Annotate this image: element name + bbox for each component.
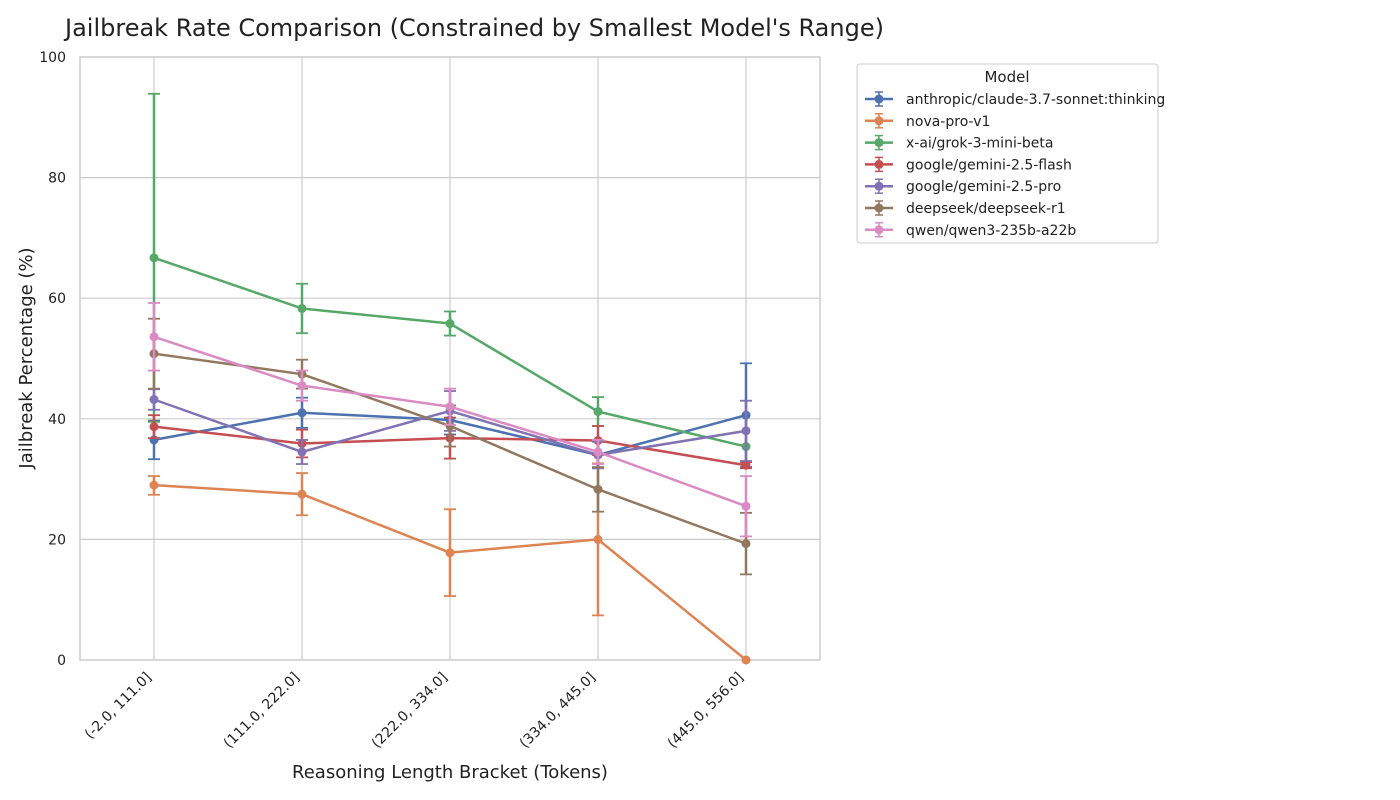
- data-point: [741, 539, 751, 549]
- chart-title: Jailbreak Rate Comparison (Constrained b…: [63, 14, 884, 42]
- legend-marker: [874, 159, 884, 169]
- y-tick-label: 80: [48, 171, 66, 187]
- data-point: [445, 421, 455, 431]
- series-6: [148, 302, 752, 538]
- y-tick-label: 20: [48, 532, 66, 548]
- legend-item: nova-pro-v1: [865, 113, 990, 130]
- legend-item: qwen/qwen3-235b-a22b: [865, 222, 1076, 239]
- data-point: [149, 332, 159, 342]
- legend-item: google/gemini-2.5-pro: [865, 178, 1061, 195]
- y-tick-label: 0: [57, 653, 66, 669]
- y-tick-label: 100: [39, 50, 66, 66]
- data-point: [445, 319, 455, 329]
- data-point: [593, 534, 603, 544]
- y-tick-label: 60: [48, 291, 66, 307]
- legend-label: deepseek/deepseek-r1: [906, 201, 1066, 217]
- legend-marker: [874, 94, 884, 104]
- data-point: [297, 489, 307, 499]
- x-axis-label: Reasoning Length Bracket (Tokens): [292, 762, 608, 783]
- y-tick-label: 40: [48, 412, 66, 428]
- legend-marker: [874, 203, 884, 213]
- data-point: [593, 484, 603, 494]
- x-tick-label: (111.0, 222.0]: [221, 670, 303, 752]
- legend-marker: [874, 225, 884, 235]
- legend-item: anthropic/claude-3.7-sonnet:thinking: [865, 91, 1165, 108]
- legend-marker: [874, 181, 884, 191]
- x-tick-label: (445.0, 556.0]: [665, 670, 747, 752]
- data-point: [741, 501, 751, 511]
- legend-item: google/gemini-2.5-flash: [865, 156, 1072, 173]
- data-point: [297, 447, 307, 457]
- data-point: [445, 402, 455, 412]
- data-point: [741, 426, 751, 436]
- y-axis-ticks: 0 20 40 60 80 100: [39, 50, 66, 669]
- legend-label: google/gemini-2.5-pro: [906, 179, 1061, 195]
- data-point: [593, 407, 603, 417]
- data-point: [741, 655, 751, 665]
- data-point: [741, 460, 751, 470]
- data-point: [149, 253, 159, 263]
- legend-item: x-ai/grok-3-mini-beta: [865, 134, 1053, 152]
- x-tick-label: (-2.0, 111.0]: [82, 670, 155, 743]
- x-axis-ticks: (-2.0, 111.0] (111.0, 222.0] (222.0, 334.0…: [82, 670, 747, 752]
- data-point: [149, 395, 159, 405]
- x-tick-label: (334.0, 445.0]: [517, 670, 599, 752]
- legend-title: Model: [984, 68, 1029, 86]
- legend-label: qwen/qwen3-235b-a22b: [906, 223, 1076, 239]
- legend-marker: [874, 138, 884, 148]
- data-point: [149, 480, 159, 490]
- legend-item: deepseek/deepseek-r1: [865, 200, 1066, 217]
- legend-box: [856, 63, 1159, 244]
- data-point: [149, 422, 159, 432]
- data-point: [297, 303, 307, 313]
- legend-label: x-ai/grok-3-mini-beta: [906, 136, 1053, 152]
- y-axis-label: Jailbreak Percentage (%): [16, 247, 37, 469]
- legend-marker: [874, 116, 884, 126]
- x-tick-label: (222.0, 334.0]: [369, 670, 451, 752]
- data-point: [297, 408, 307, 418]
- data-point: [593, 447, 603, 457]
- series-layer: [148, 92, 752, 665]
- legend-label: google/gemini-2.5-flash: [906, 157, 1072, 173]
- legend-label: anthropic/claude-3.7-sonnet:thinking: [906, 92, 1165, 108]
- legend-label: nova-pro-v1: [906, 114, 990, 130]
- data-point: [297, 381, 307, 391]
- data-point: [445, 548, 455, 558]
- legend: Model anthropic/claude-3.7-sonnet:thinki…: [856, 63, 1165, 244]
